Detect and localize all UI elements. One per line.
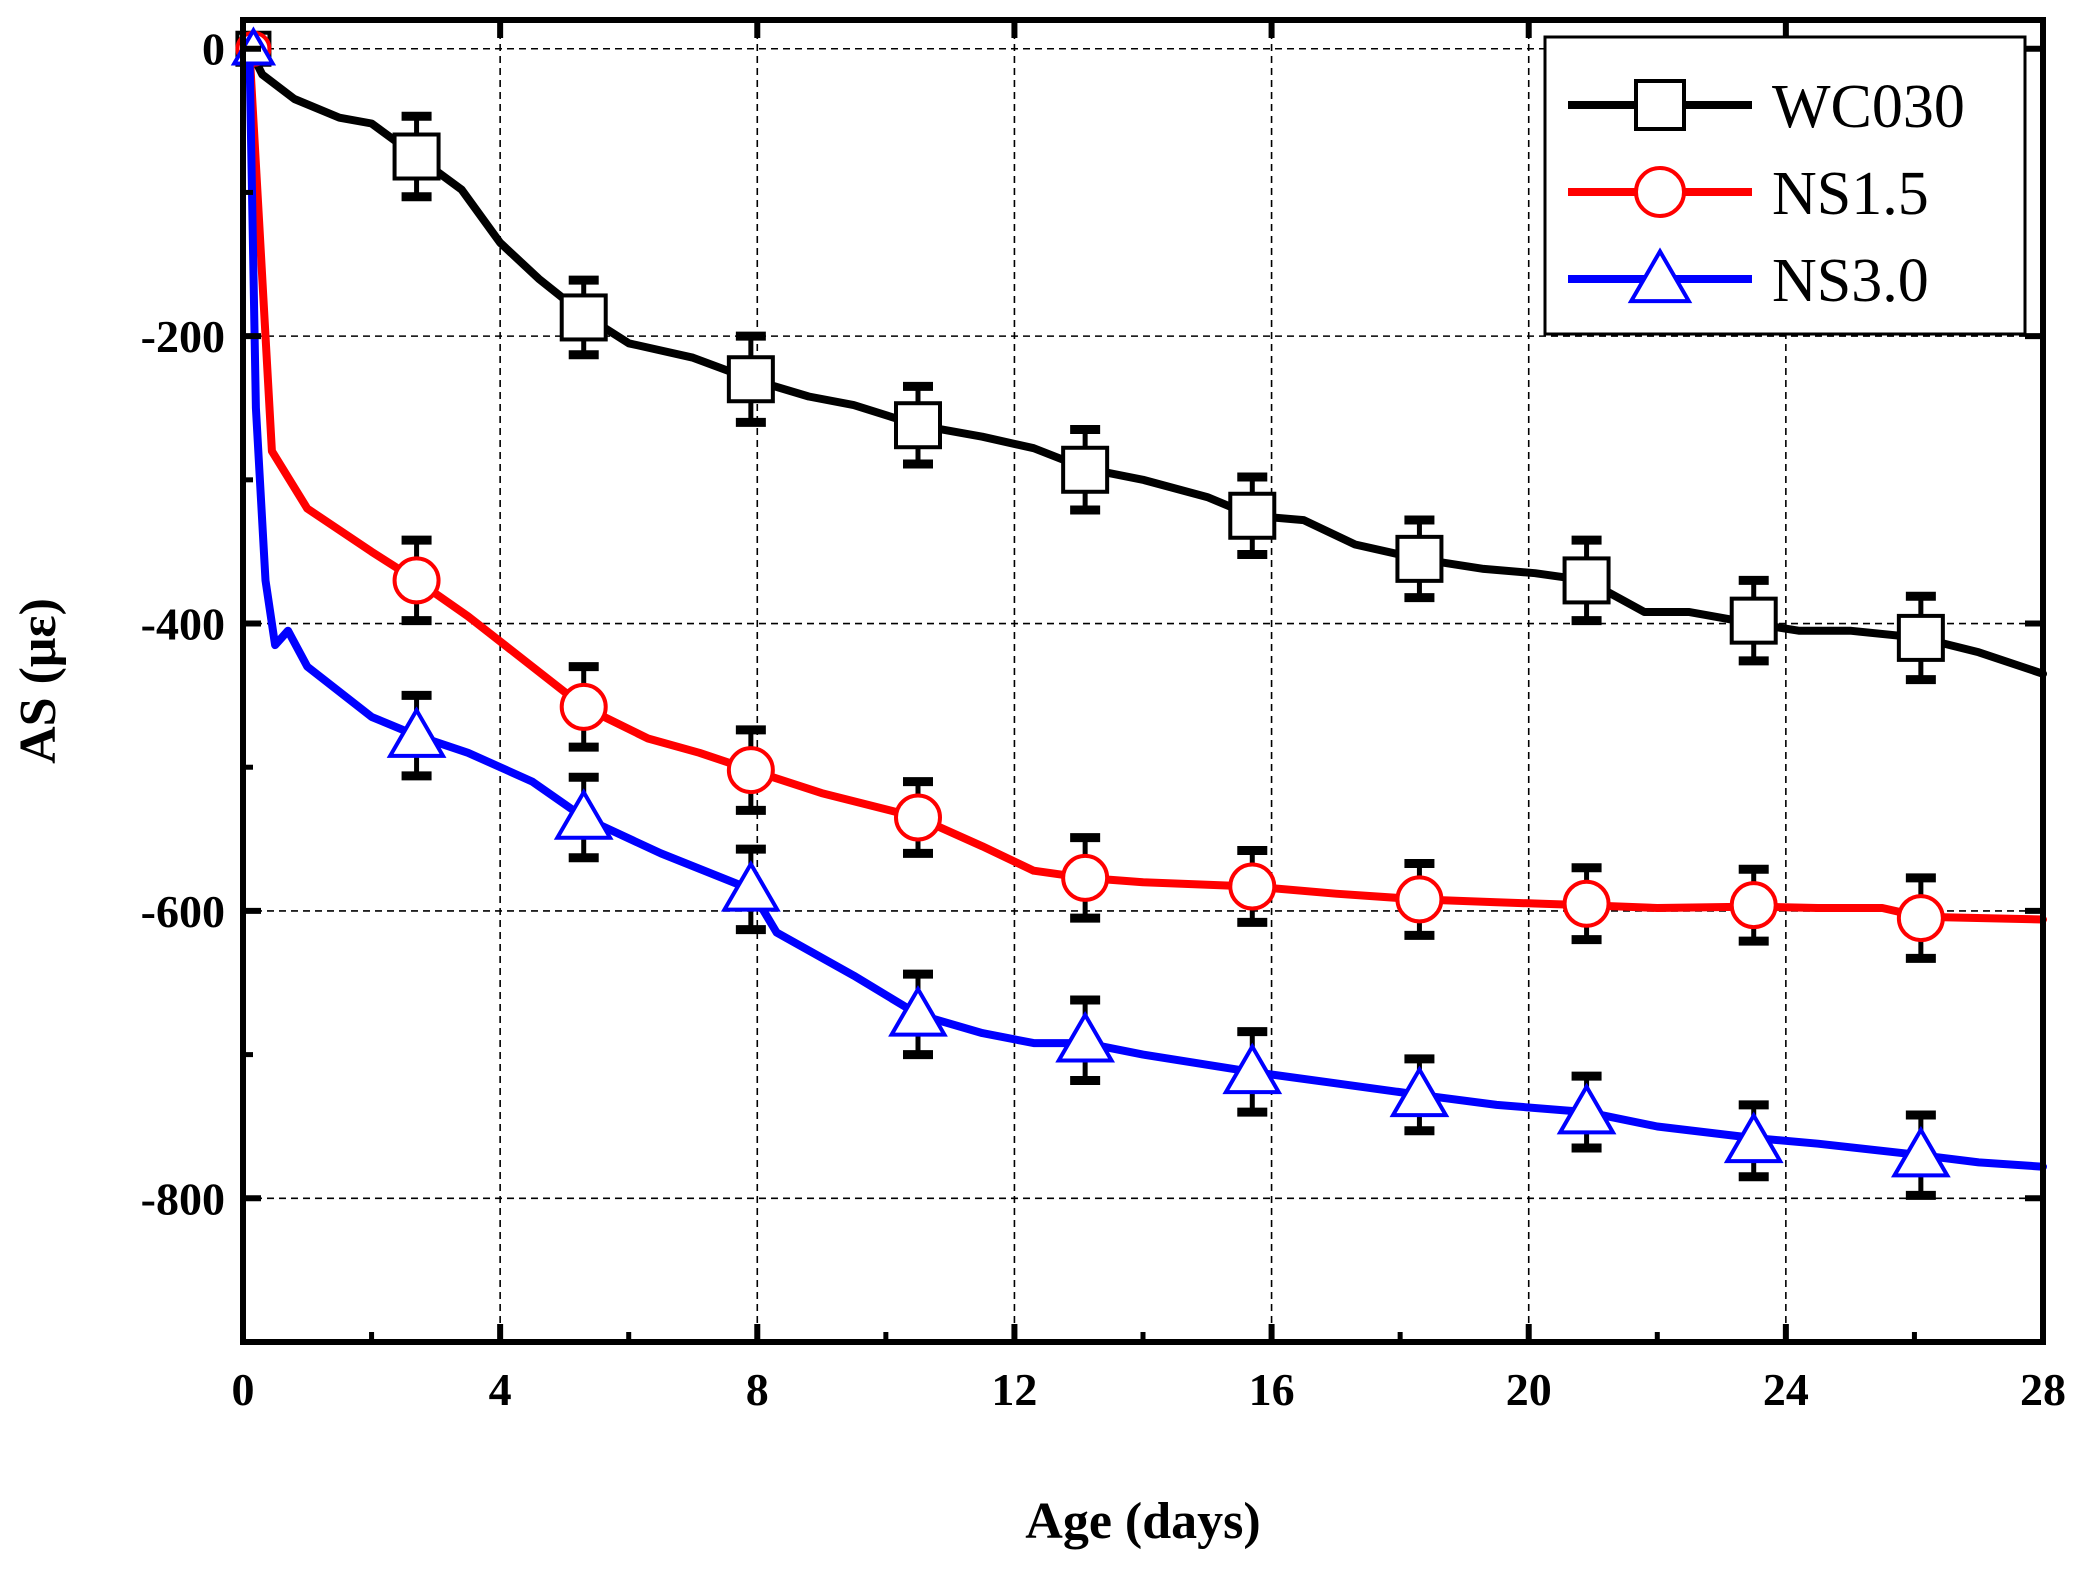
data-point-ns3-0 (720, 860, 781, 912)
data-point-ns3-0 (1556, 1082, 1617, 1135)
grid-layer (243, 20, 2043, 1342)
legend-marker-ns3-0 (1627, 247, 1693, 304)
x-tick-label: 24 (1763, 1364, 1809, 1415)
x-tick-label: 16 (1249, 1364, 1295, 1415)
data-point-wc030 (1061, 445, 1110, 494)
data-point-wc030 (392, 132, 441, 181)
data-point-ns3-0 (1222, 1042, 1283, 1095)
data-point-ns3-0 (1389, 1065, 1450, 1118)
data-point-ns1-5 (1896, 894, 1945, 943)
data-point-ns1-5 (1061, 853, 1110, 902)
data-point-ns3-0 (1723, 1111, 1784, 1164)
data-point-ns1-5 (1395, 875, 1444, 924)
y-tick-label: -600 (141, 886, 225, 937)
data-point-ns3-0 (1890, 1125, 1951, 1178)
data-point-ns1-5 (392, 556, 441, 605)
series-ns1-5 (235, 30, 2047, 963)
data-point-ns3-0 (553, 788, 614, 840)
legend-label-wc030: WC030 (1772, 73, 1965, 141)
data-point-wc030 (559, 293, 608, 342)
data-point-wc030 (726, 355, 775, 404)
data-point-ns1-5 (1228, 862, 1277, 911)
data-point-wc030 (894, 401, 942, 450)
series-ns3-0 (230, 26, 2047, 1200)
data-point-ns3-0 (1055, 1010, 1116, 1063)
data-point-wc030 (1729, 596, 1778, 645)
data-point-ns1-5 (726, 746, 775, 795)
x-tick-label: 0 (232, 1364, 255, 1415)
data-point-ns1-5 (1562, 879, 1611, 928)
data-point-wc030 (1562, 556, 1611, 605)
x-axis-title: Age (days) (1025, 1493, 1260, 1550)
legend-label-ns1-5: NS1.5 (1772, 160, 1929, 228)
x-tick-label: 28 (2020, 1364, 2066, 1415)
data-point-ns3-0 (888, 985, 948, 1037)
x-tick-label: 12 (991, 1364, 1037, 1415)
x-tick-label: 20 (1506, 1364, 1552, 1415)
x-tick-label: 4 (489, 1364, 512, 1415)
data-point-ns1-5 (1729, 881, 1778, 930)
series-layer (230, 26, 2047, 1200)
legend-label-ns3-0: NS3.0 (1772, 247, 1929, 315)
x-tick-label: 8 (746, 1364, 769, 1415)
axis-layer: 0 4 8 12 16 20 24 28 0 -200 -400 -600 -800 (141, 20, 2066, 1415)
legend-marker-wc030 (1634, 79, 1686, 131)
data-point-ns1-5 (894, 793, 942, 842)
data-point-ns3-0 (386, 706, 447, 758)
y-tick-label: -200 (141, 311, 225, 362)
legend-marker-ns1-5 (1634, 166, 1686, 218)
legend: WC030 NS1.5 NS3.0 (1543, 35, 2027, 336)
y-tick-label: 0 (202, 24, 225, 75)
data-point-wc030 (1228, 491, 1277, 540)
y-tick-label: -400 (141, 599, 225, 650)
data-point-wc030 (1395, 534, 1444, 583)
y-axis-title: AS (με) (10, 598, 67, 764)
series-line-wc030 (245, 44, 2047, 678)
data-point-wc030 (1896, 613, 1945, 662)
data-point-ns1-5 (559, 682, 608, 731)
legend-box (1543, 35, 2027, 336)
y-tick-label: -800 (141, 1173, 225, 1224)
